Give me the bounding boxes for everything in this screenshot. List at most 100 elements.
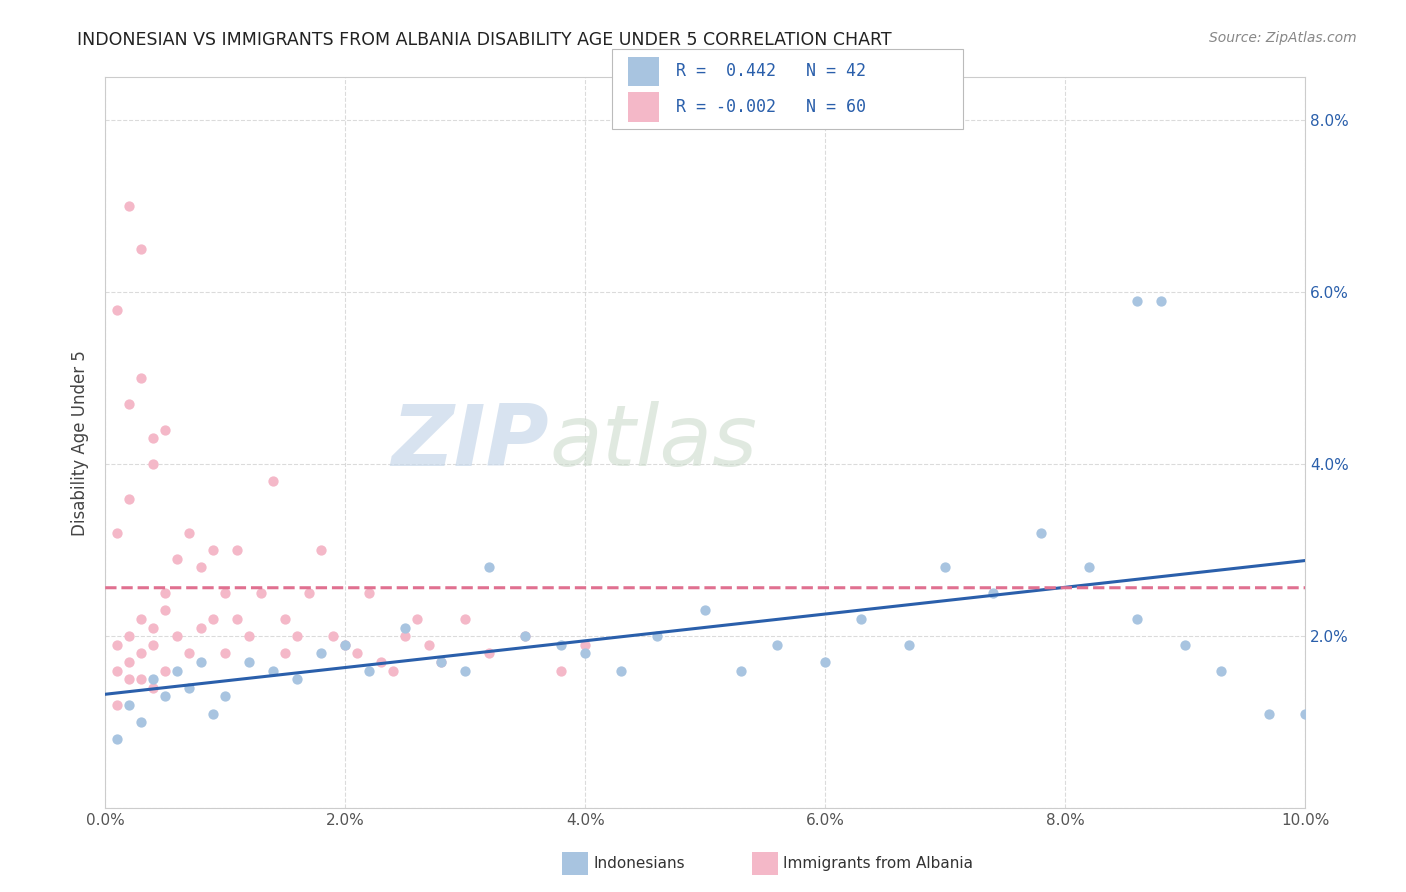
Point xyxy=(335,638,357,652)
Point xyxy=(934,560,956,574)
Point xyxy=(730,664,752,678)
Text: atlas: atlas xyxy=(550,401,758,484)
Point xyxy=(155,423,177,437)
Point xyxy=(1294,706,1316,721)
Point xyxy=(1209,664,1232,678)
Point xyxy=(359,586,381,600)
Point xyxy=(1126,612,1149,626)
Text: ZIP: ZIP xyxy=(391,401,550,484)
Text: Source: ZipAtlas.com: Source: ZipAtlas.com xyxy=(1209,31,1357,45)
Point xyxy=(394,629,416,643)
Point xyxy=(179,646,201,660)
Point xyxy=(129,715,152,730)
Point xyxy=(418,638,440,652)
Point xyxy=(610,664,633,678)
Text: Indonesians: Indonesians xyxy=(593,856,685,871)
Point xyxy=(118,397,141,411)
Point xyxy=(309,646,332,660)
Point xyxy=(118,698,141,712)
Point xyxy=(574,646,596,660)
Point xyxy=(285,629,308,643)
Point xyxy=(454,612,477,626)
Point xyxy=(1029,526,1052,541)
Text: R = -0.002   N = 60: R = -0.002 N = 60 xyxy=(676,98,866,116)
Point xyxy=(129,612,152,626)
Point xyxy=(346,646,368,660)
Point xyxy=(142,457,165,471)
Point xyxy=(285,672,308,686)
Point xyxy=(105,732,128,747)
Point xyxy=(274,612,297,626)
Point xyxy=(309,543,332,558)
Point xyxy=(478,560,501,574)
Point xyxy=(515,629,537,643)
Point xyxy=(370,655,392,669)
Point xyxy=(214,586,236,600)
Point xyxy=(335,638,357,652)
Point xyxy=(574,638,596,652)
Point xyxy=(550,638,572,652)
Point xyxy=(129,672,152,686)
Point xyxy=(262,664,284,678)
Point xyxy=(645,629,668,643)
Point xyxy=(214,646,236,660)
Point xyxy=(166,551,188,566)
Point xyxy=(155,603,177,617)
Point xyxy=(814,655,837,669)
Point xyxy=(359,664,381,678)
Point xyxy=(981,586,1004,600)
Point xyxy=(202,706,225,721)
Point xyxy=(190,560,212,574)
Point xyxy=(142,432,165,446)
Point xyxy=(129,243,152,257)
Point xyxy=(226,612,249,626)
Point xyxy=(898,638,921,652)
Point xyxy=(1150,293,1173,308)
Point xyxy=(394,621,416,635)
Point xyxy=(155,586,177,600)
Point xyxy=(322,629,344,643)
Point xyxy=(214,690,236,704)
Text: INDONESIAN VS IMMIGRANTS FROM ALBANIA DISABILITY AGE UNDER 5 CORRELATION CHART: INDONESIAN VS IMMIGRANTS FROM ALBANIA DI… xyxy=(77,31,891,49)
Point xyxy=(105,638,128,652)
Point xyxy=(166,664,188,678)
Point xyxy=(406,612,429,626)
Point xyxy=(190,655,212,669)
Point xyxy=(250,586,273,600)
Point xyxy=(118,655,141,669)
Point xyxy=(105,302,128,317)
Point xyxy=(142,681,165,695)
Point xyxy=(849,612,872,626)
Point xyxy=(298,586,321,600)
Point xyxy=(105,526,128,541)
Point xyxy=(129,646,152,660)
Point xyxy=(1078,560,1101,574)
Point xyxy=(226,543,249,558)
Point xyxy=(118,629,141,643)
Point xyxy=(1258,706,1281,721)
Point xyxy=(430,655,453,669)
Point xyxy=(454,664,477,678)
Point xyxy=(118,491,141,506)
Point xyxy=(1174,638,1197,652)
Point xyxy=(179,681,201,695)
Point xyxy=(262,475,284,489)
Point xyxy=(118,672,141,686)
Point xyxy=(202,612,225,626)
Y-axis label: Disability Age Under 5: Disability Age Under 5 xyxy=(72,350,89,536)
Point xyxy=(105,698,128,712)
Point xyxy=(129,371,152,385)
Point xyxy=(238,629,260,643)
Point xyxy=(695,603,717,617)
Point xyxy=(238,655,260,669)
Point xyxy=(118,199,141,213)
Point xyxy=(515,629,537,643)
Point xyxy=(190,621,212,635)
Point xyxy=(550,664,572,678)
Point xyxy=(202,543,225,558)
Point xyxy=(478,646,501,660)
Text: Immigrants from Albania: Immigrants from Albania xyxy=(783,856,973,871)
Point xyxy=(155,664,177,678)
Point xyxy=(382,664,405,678)
Point xyxy=(142,672,165,686)
